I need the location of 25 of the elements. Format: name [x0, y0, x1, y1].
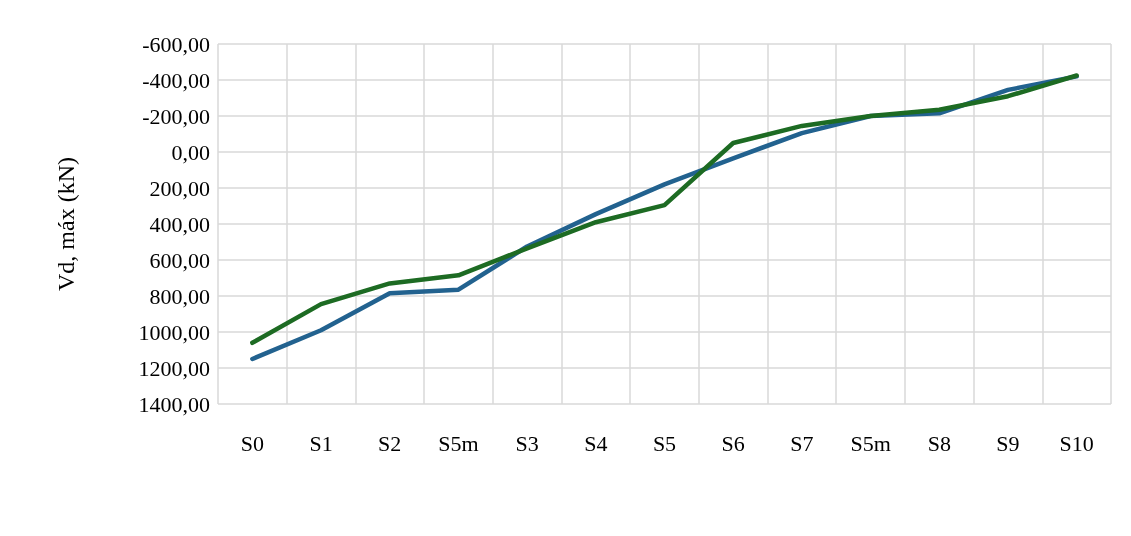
x-tick-label: S5: [652, 430, 677, 456]
y-tick-label: 800,00: [149, 283, 210, 309]
x-tick-label: S7: [790, 430, 814, 456]
y-tick-label: -200,00: [142, 103, 210, 129]
y-tick-label: 400,00: [149, 211, 210, 237]
y-tick-label: 1000,00: [138, 319, 210, 345]
x-tick-label: S0: [240, 430, 264, 456]
y-axis-title: Vd, máx (kN): [53, 157, 79, 291]
x-tick-label: S10: [1059, 430, 1094, 456]
x-tick-label: S2: [378, 430, 402, 456]
x-tick-label: S5m: [438, 430, 479, 456]
x-tick-label: S4: [584, 430, 608, 456]
x-tick-label: S5m: [850, 430, 891, 456]
x-tick-label: S3: [515, 430, 539, 456]
y-tick-label: -400,00: [142, 67, 210, 93]
y-tick-label: 0,00: [171, 139, 210, 165]
y-tick-label: 600,00: [149, 247, 210, 273]
y-tick-label: 1400,00: [138, 391, 210, 417]
x-tick-label: S1: [309, 430, 333, 456]
y-tick-label: 200,00: [149, 175, 210, 201]
x-tick-label: S8: [927, 430, 951, 456]
x-tick-label: S9: [996, 430, 1020, 456]
y-tick-label: -600,00: [142, 31, 210, 57]
x-tick-label: S6: [721, 430, 745, 456]
y-tick-label: 1200,00: [138, 355, 210, 381]
